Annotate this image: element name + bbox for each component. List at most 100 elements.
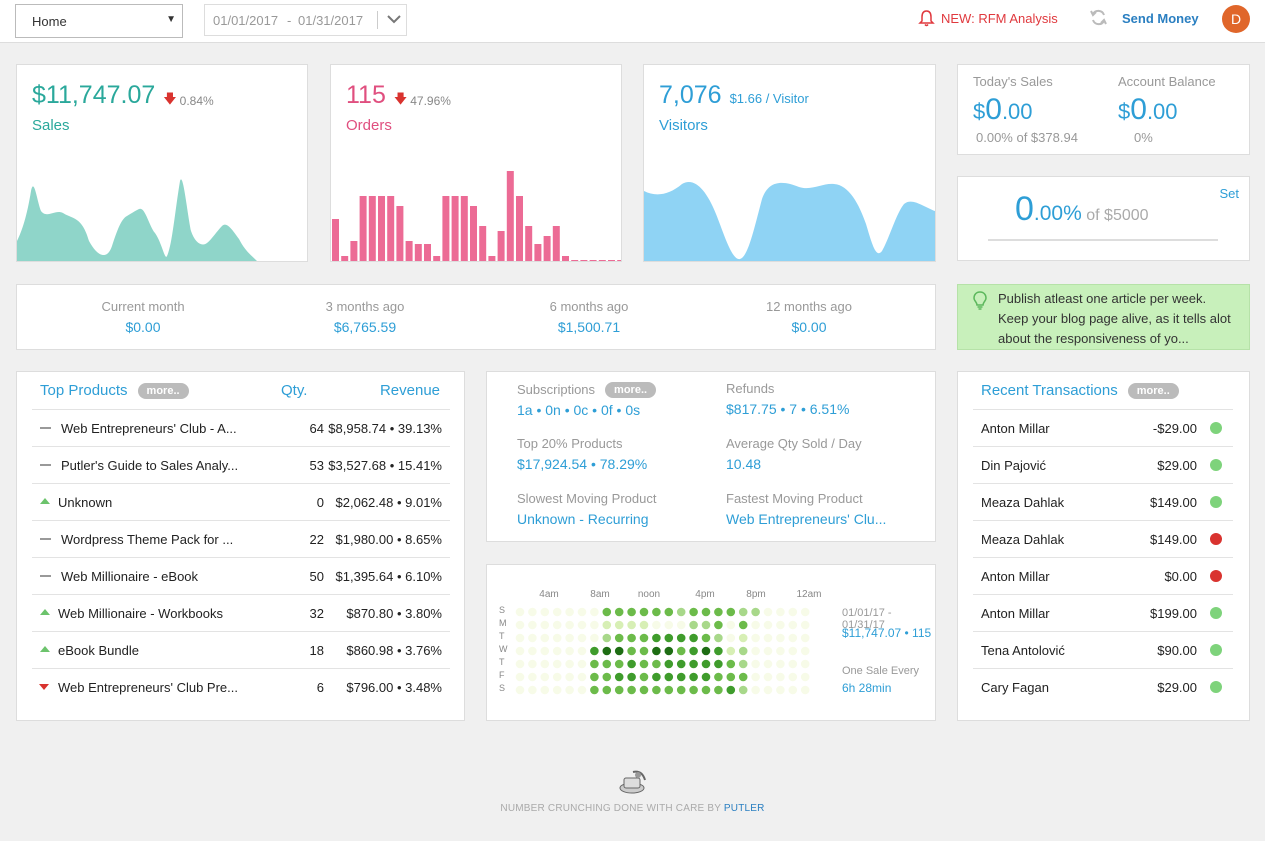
- recent-transactions-card: Recent Transactions more.. Anton Millar -$…: [957, 371, 1250, 721]
- table-row[interactable]: Unknown 0 $2,062.48 • 9.01%: [32, 483, 450, 520]
- refresh-icon[interactable]: [1089, 8, 1108, 27]
- heatmap-cell: [639, 607, 649, 617]
- list-item[interactable]: Tena Antolović $90.00: [973, 631, 1233, 668]
- heatmap-cell: [565, 620, 574, 630]
- fastest-product-link[interactable]: Web Entrepreneurs' Clu...: [726, 511, 887, 527]
- status-dot-icon: [1210, 496, 1222, 508]
- chevron-down-icon[interactable]: [386, 10, 402, 28]
- putler-link[interactable]: PUTLER: [723, 803, 765, 814]
- visitors-card[interactable]: 7,076 $1.66 / Visitor Visitors: [643, 64, 936, 262]
- avatar[interactable]: D: [1222, 5, 1250, 33]
- heatmap-cell: [602, 659, 612, 669]
- heatmap-cell: [701, 659, 711, 669]
- top-products-more-button[interactable]: more..: [137, 382, 189, 399]
- list-item[interactable]: Cary Fagan $29.00: [973, 668, 1233, 705]
- heatmap-cell: [590, 659, 599, 669]
- list-item[interactable]: Meaza Dahlak $149.00: [973, 483, 1233, 520]
- heatmap-cell: [602, 633, 612, 643]
- orders-value: 115: [346, 81, 386, 109]
- order-bar: [332, 219, 339, 261]
- heatmap-hour-label: 4pm: [695, 589, 715, 600]
- account-balance-amount: $0.00: [1118, 93, 1178, 126]
- heatmap-cell: [602, 646, 612, 656]
- view-select[interactable]: Home ▼: [15, 4, 183, 38]
- heatmap-cell: [676, 620, 686, 630]
- heatmap-cell: [540, 620, 550, 630]
- product-revenue: $2,062.48 • 9.01%: [335, 495, 442, 510]
- table-row[interactable]: Wordpress Theme Pack for ... 22 $1,980.00 …: [32, 520, 450, 557]
- heatmap-cell: [776, 607, 785, 617]
- trend-flat-icon: [40, 575, 51, 577]
- customer-name: Anton Millar: [981, 421, 1050, 436]
- heatmap-hour-label: 4am: [539, 589, 559, 600]
- send-money-button[interactable]: Send Money: [1122, 11, 1199, 26]
- arrow-down-icon: 🡇: [163, 91, 177, 106]
- transactions-more-button[interactable]: more..: [1127, 382, 1179, 399]
- account-balance-label: Account Balance: [1118, 74, 1216, 89]
- order-bar: [598, 260, 606, 261]
- rfm-analysis-link[interactable]: NEW: RFM Analysis: [918, 9, 1058, 27]
- heatmap-cell: [689, 633, 698, 643]
- date-range-picker[interactable]: 01/01/2017 - 01/31/2017: [204, 4, 407, 36]
- list-item[interactable]: Din Pajović $29.00: [973, 446, 1233, 483]
- table-row[interactable]: Web Entrepreneurs' Club - A... 64 $8,958.7…: [32, 409, 450, 446]
- table-row[interactable]: Web Millionaire - eBook 50 $1,395.64 • 6.1…: [32, 557, 450, 594]
- list-item[interactable]: Meaza Dahlak $149.00: [973, 520, 1233, 557]
- orders-card[interactable]: 115 🡇 47.96% Orders: [330, 64, 622, 262]
- revenue-column-header[interactable]: Revenue: [379, 382, 440, 399]
- set-goal-link[interactable]: Set: [1219, 186, 1239, 201]
- slowest-product-link[interactable]: Unknown - Recurring: [517, 511, 649, 527]
- table-row[interactable]: Web Millionaire - Workbooks 32 $870.80 • 3…: [32, 594, 450, 631]
- heatmap-cell: [652, 659, 661, 669]
- heatmap-cell: [800, 633, 810, 643]
- stats-card: Subscriptions more.. 1a • 0n • 0c • 0f • …: [486, 371, 936, 542]
- product-qty: 0: [316, 495, 324, 510]
- heatmap-cell: [664, 659, 674, 669]
- sales-card[interactable]: $11,747.07 🡇 0.84% Sales: [16, 64, 308, 262]
- heatmap-cell: [565, 607, 574, 617]
- heatmap-cell: [639, 672, 649, 682]
- goal-progress: 0.00% of $5000: [1015, 190, 1149, 228]
- table-row[interactable]: eBook Bundle 18 $860.98 • 3.76%: [32, 631, 450, 668]
- transactions-title: Recent Transactions: [981, 382, 1118, 399]
- date-from: 01/01/2017: [213, 13, 279, 28]
- heatmap-cell: [639, 685, 649, 695]
- heatmap-cell: [664, 633, 674, 643]
- trend-up-icon: [40, 646, 50, 652]
- table-row[interactable]: Putler's Guide to Sales Analy... 53 $3,527…: [32, 446, 450, 483]
- heatmap-cell: [738, 620, 748, 630]
- heatmap-cell: [614, 646, 624, 656]
- product-revenue: $1,395.64 • 6.10%: [335, 569, 442, 584]
- heatmap-cell: [602, 685, 612, 695]
- heatmap-cell: [751, 672, 760, 682]
- trend-up-icon: [40, 609, 50, 615]
- heatmap-cell: [627, 672, 636, 682]
- list-item[interactable]: Anton Millar -$29.00: [973, 409, 1233, 446]
- heatmap-cell: [528, 685, 537, 695]
- heatmap-cell: [738, 685, 748, 695]
- table-row[interactable]: Web Entrepreneurs' Club Pre... 6 $796.00 •…: [32, 668, 450, 705]
- date-to: 01/31/2017: [298, 13, 364, 28]
- list-item[interactable]: Anton Millar $0.00: [973, 557, 1233, 594]
- heatmap-cell: [614, 685, 624, 695]
- heatmap-cell: [590, 607, 599, 617]
- heatmap-cell: [577, 672, 587, 682]
- heatmap-day-label: W: [499, 644, 508, 654]
- order-bar: [488, 256, 496, 261]
- heatmap-cell: [689, 659, 698, 669]
- heatmap-cell: [726, 659, 736, 669]
- heatmap-cell: [738, 672, 748, 682]
- fastest-product-block: Fastest Moving Product Web Entrepreneurs…: [726, 491, 887, 527]
- product-revenue: $8,958.74 • 39.13%: [328, 421, 442, 436]
- subscriptions-block: Subscriptions more.. 1a • 0n • 0c • 0f • …: [517, 381, 657, 418]
- heatmap-cell: [776, 620, 785, 630]
- list-item[interactable]: Anton Millar $199.00: [973, 594, 1233, 631]
- heatmap-cell: [664, 607, 674, 617]
- qty-column-header[interactable]: Qty.: [281, 382, 308, 399]
- today-sales-card: Today's Sales $0.00 0.00% of $378.94 Acc…: [957, 64, 1250, 155]
- heatmap-cell: [714, 685, 723, 695]
- product-revenue: $860.98 • 3.76%: [346, 643, 442, 658]
- subscriptions-more-button[interactable]: more..: [605, 381, 657, 398]
- heatmap-cell: [714, 672, 723, 682]
- heatmap-cell: [540, 659, 550, 669]
